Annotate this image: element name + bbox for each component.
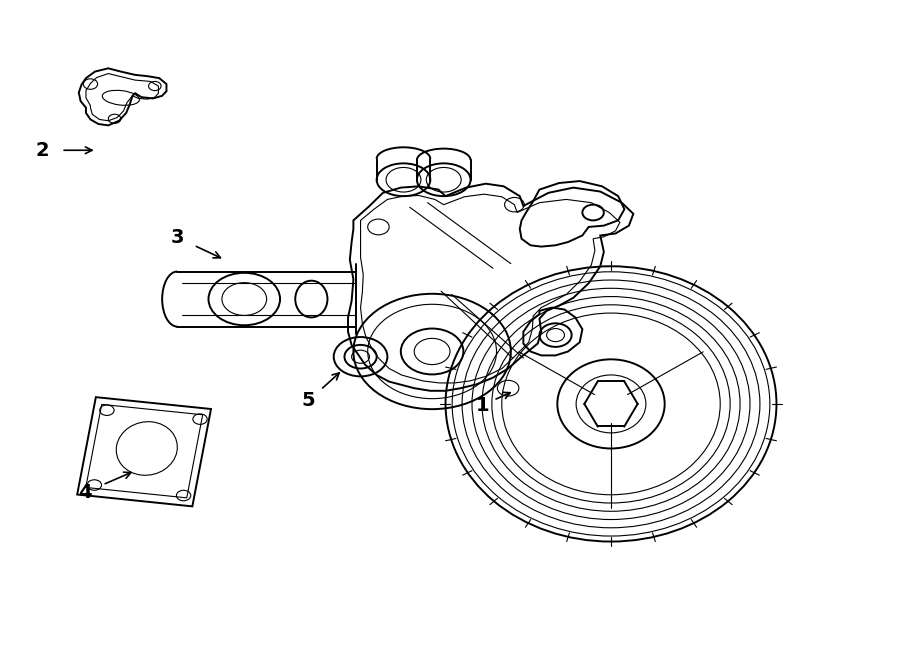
Text: 1: 1 <box>475 396 489 414</box>
Text: 4: 4 <box>78 483 92 502</box>
Text: 3: 3 <box>170 228 184 247</box>
Text: 2: 2 <box>35 141 49 160</box>
Text: 5: 5 <box>302 391 316 410</box>
